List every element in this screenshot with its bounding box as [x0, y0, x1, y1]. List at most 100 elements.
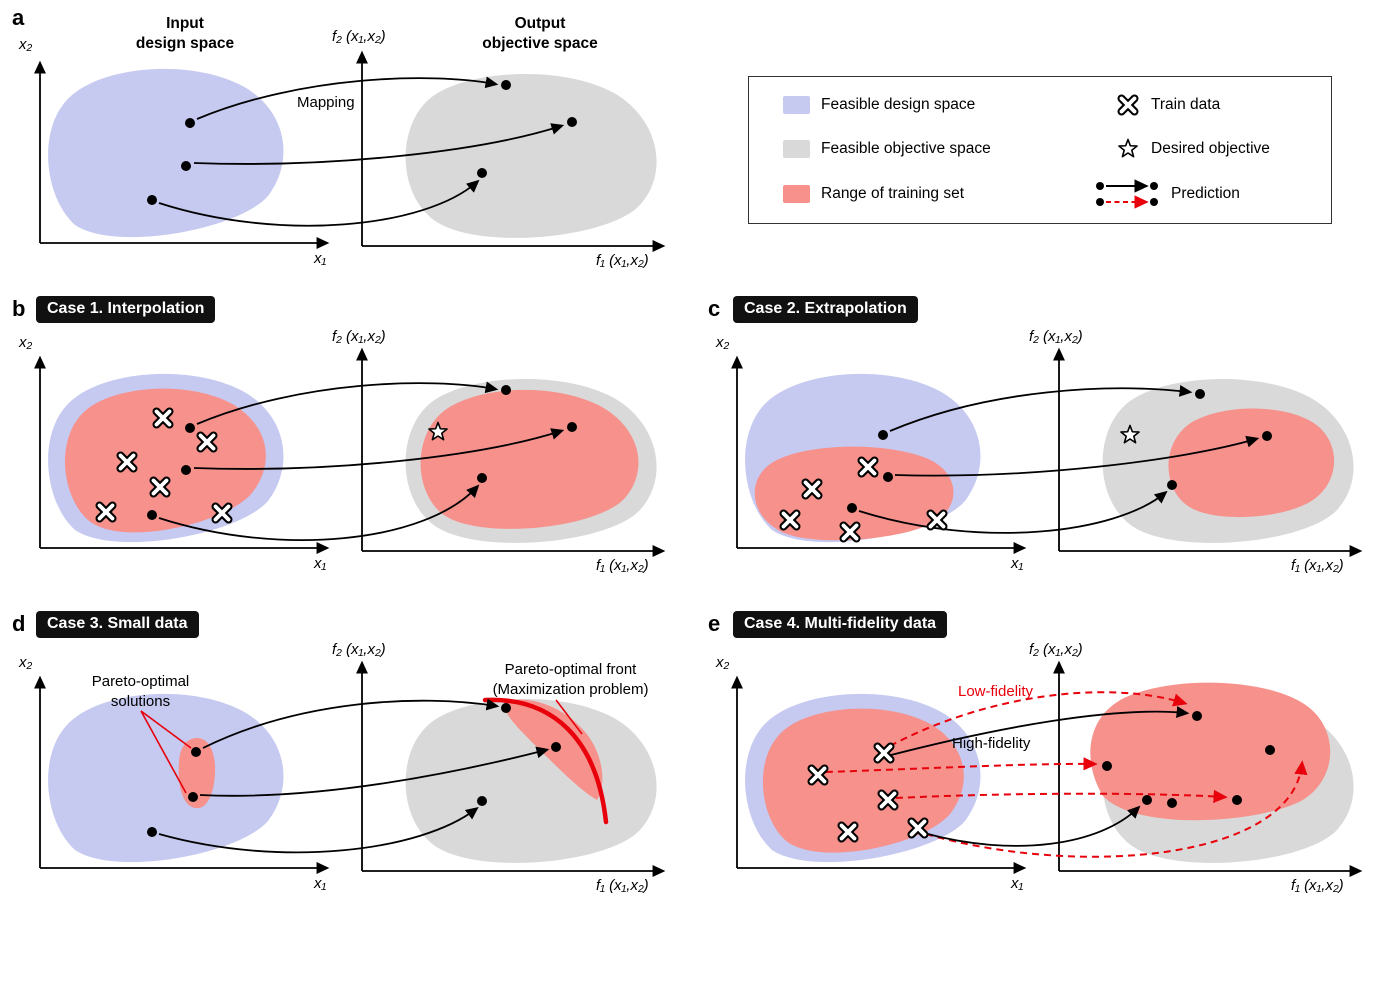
- x2-axis-label: x₂: [19, 334, 33, 351]
- data-point: [501, 80, 511, 90]
- x2-axis-label: x₂: [716, 334, 730, 351]
- mapping-label: Mapping: [297, 94, 355, 111]
- panel-b-design-points: [147, 423, 195, 520]
- f1-axis-label: f₁ (x₁,x₂): [1291, 877, 1344, 894]
- legend: Feasible design space Feasible objective…: [748, 76, 1332, 224]
- data-point: [181, 161, 191, 171]
- legend-label-prediction: Prediction: [1171, 185, 1240, 202]
- panel-b-training-range-design: [64, 388, 266, 533]
- panel-e-letter: e: [708, 611, 721, 636]
- panel-a-objective-points: [477, 80, 577, 178]
- high-fidelity-arrow: [923, 805, 1141, 847]
- data-point: [191, 747, 201, 757]
- data-point: [1262, 431, 1272, 441]
- mapping-arrow: [196, 381, 499, 425]
- data-point: [501, 703, 511, 713]
- panel-e-low-fidelity-arrows: [825, 691, 1308, 858]
- legend-swatch-design-space: [783, 96, 810, 114]
- train-data-marker: [95, 501, 117, 523]
- f2-axis-label: f₂ (x₁,x₂): [332, 28, 386, 45]
- data-point: [567, 117, 577, 127]
- x2-axis-label: x₂: [19, 654, 33, 671]
- train-data-marker: [149, 476, 171, 498]
- data-point: [1232, 795, 1242, 805]
- panel-a-plots: [34, 50, 666, 252]
- pareto-solutions-label: Pareto-optimal solutions: [91, 673, 190, 710]
- data-point: [883, 472, 893, 482]
- legend-label-training-range: Range of training set: [821, 185, 965, 202]
- mapping-arrow: [196, 76, 499, 120]
- data-point: [567, 422, 577, 432]
- mapping-arrow: [193, 123, 565, 165]
- train-data-marker: [807, 764, 829, 786]
- mapping-arrow: [158, 484, 480, 541]
- panel-b-objective-points: [477, 385, 577, 483]
- panel-d-design-blob: [48, 693, 284, 863]
- train-data-marker: [877, 789, 899, 811]
- train-data-marker: [211, 502, 233, 524]
- prediction-icon: [1096, 179, 1158, 209]
- f1-axis-label: f₁ (x₁,x₂): [1291, 557, 1344, 574]
- data-point: [1192, 711, 1202, 721]
- panel-c-training-range-objective: [1168, 408, 1335, 518]
- panel-d-objective-points: [477, 703, 561, 806]
- pareto-solutions-pointer: [140, 710, 192, 749]
- data-point: [551, 742, 561, 752]
- desired-objective-marker: [1120, 424, 1140, 444]
- x1-axis-label: x₁: [314, 250, 327, 267]
- x1-axis-label: x₁: [1011, 875, 1024, 892]
- low-fidelity-label: Low-fidelity: [958, 683, 1034, 700]
- low-fidelity-arrow: [825, 757, 1098, 773]
- data-point: [185, 423, 195, 433]
- panel-b-mapping-arrows: [158, 381, 565, 541]
- pareto-front-label: Pareto-optimal front (Maximization probl…: [492, 661, 649, 698]
- panel-c-plots: [731, 347, 1363, 557]
- desired-objective-icon: [1118, 138, 1138, 158]
- mapping-arrow: [193, 428, 565, 470]
- legend-label-train-data: Train data: [1151, 96, 1221, 113]
- legend-label-desired-objective: Desired objective: [1151, 140, 1270, 157]
- panel-d-objective-blob: [405, 698, 657, 863]
- mapping-arrow: [158, 179, 480, 227]
- panel-d-mapping-arrows: [158, 698, 550, 854]
- data-point: [1265, 745, 1275, 755]
- mapping-arrow: [858, 490, 1168, 534]
- x2-axis-label: x₂: [19, 36, 33, 53]
- panel-a-design-points: [147, 118, 195, 205]
- pareto-solutions-pointer: [140, 710, 187, 794]
- data-point: [501, 385, 511, 395]
- f2-axis-label: f₂ (x₁,x₂): [1029, 641, 1083, 658]
- case-3-badge: Case 3. Small data: [36, 611, 199, 638]
- data-point: [1102, 761, 1112, 771]
- data-point: [847, 503, 857, 513]
- panel-c-mapping-arrows: [858, 385, 1260, 534]
- panel-e-training-range-design: [762, 708, 964, 853]
- panel-b-training-range-objective: [420, 389, 639, 529]
- output-space-title: Output objective space: [482, 15, 598, 53]
- pareto-front-pointer: [555, 699, 583, 735]
- mapping-arrow: [202, 698, 500, 749]
- legend-swatch-training-range: [783, 185, 810, 203]
- train-data-marker: [837, 821, 859, 843]
- train-data-marker: [857, 456, 879, 478]
- train-data-marker: [801, 478, 823, 500]
- case-4-badge: Case 4. Multi-fidelity data: [733, 611, 948, 638]
- x1-axis-label: x₁: [1011, 555, 1024, 572]
- train-data-icon: [1117, 94, 1139, 116]
- panel-e-plots: [731, 660, 1363, 877]
- f2-axis-label: f₂ (x₁,x₂): [332, 328, 386, 345]
- data-point: [185, 118, 195, 128]
- data-point: [477, 473, 487, 483]
- data-point: [1195, 389, 1205, 399]
- panel-d-plots: [34, 660, 666, 877]
- train-data-marker: [907, 817, 929, 839]
- panel-e-high-fidelity-arrows: [890, 706, 1190, 847]
- mapping-arrow: [199, 746, 550, 797]
- data-point: [147, 195, 157, 205]
- low-fidelity-arrow: [889, 691, 1188, 747]
- train-data-marker: [926, 509, 948, 531]
- data-point: [477, 168, 487, 178]
- low-fidelity-arrow: [895, 789, 1228, 803]
- mapping-arrow: [158, 806, 479, 854]
- train-data-marker: [196, 431, 218, 453]
